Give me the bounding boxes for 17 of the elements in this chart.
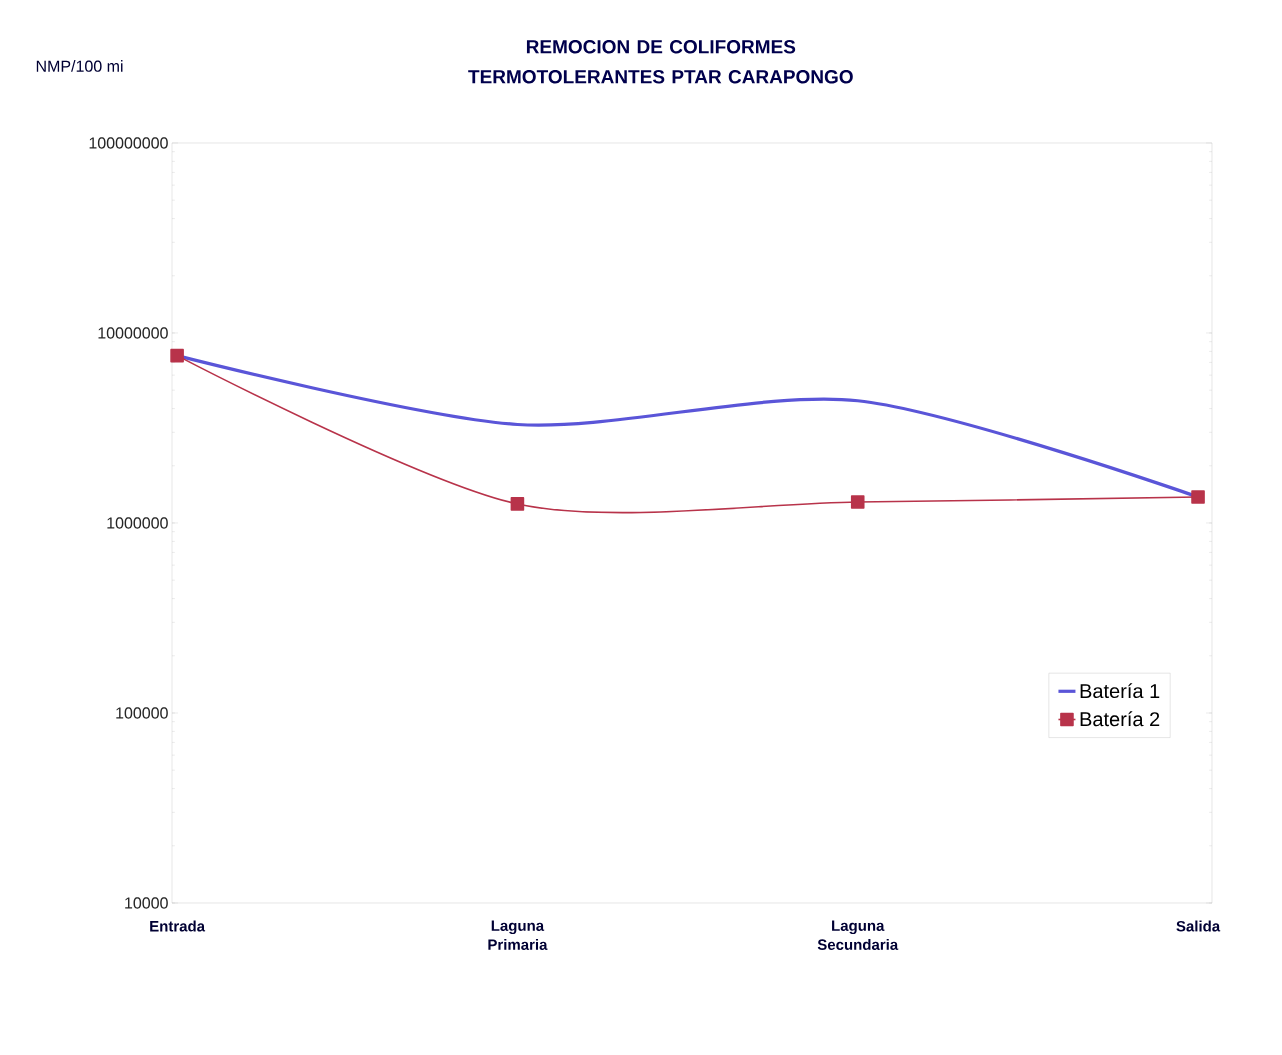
x-tick-label: Entrada — [150, 920, 206, 932]
y-tick-label: 1000000 — [107, 517, 168, 529]
y-tick-label: 10000 — [125, 897, 168, 909]
legend-label: Batería 1 — [1080, 683, 1160, 699]
y-tick-label: 100000000 — [89, 137, 168, 149]
point — [1191, 490, 1205, 504]
chart-title: REMOCION DE COLIFORMES TERMOTOLERANTES PTAR CARAPONGO — [468, 40, 853, 84]
point — [850, 495, 865, 509]
point — [510, 497, 525, 511]
x-tick-label: Salida — [1176, 920, 1221, 932]
y-tick-label: 100000 — [116, 707, 168, 719]
x-tick-label: Laguna Secundaria — [817, 920, 899, 950]
point — [170, 348, 184, 363]
x-tick-label: Laguna Primaria — [488, 920, 548, 950]
y-tick-label: 10000000 — [98, 327, 168, 339]
y-axis-title: NMP/100 mi — [36, 60, 123, 72]
legend-label: Batería 2 — [1080, 711, 1160, 727]
